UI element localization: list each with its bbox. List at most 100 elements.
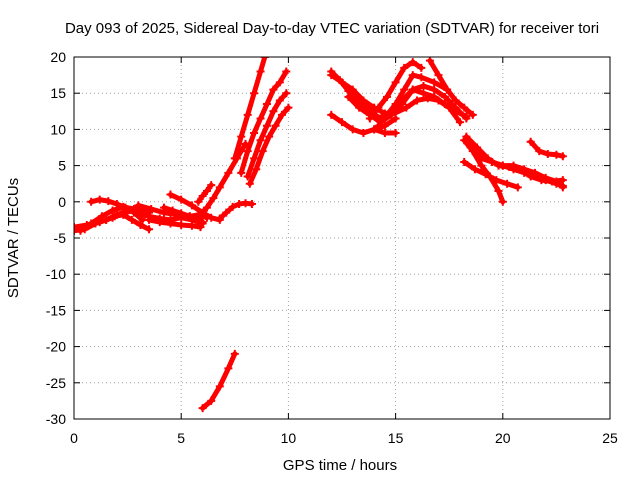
data-point — [374, 103, 383, 112]
data-point — [215, 382, 224, 391]
y-tick-label: 20 — [50, 49, 66, 65]
data-point — [198, 404, 207, 413]
data-point — [215, 183, 224, 192]
data-point — [87, 197, 96, 206]
data-point — [530, 172, 539, 181]
data-point — [265, 132, 274, 141]
data-point — [160, 203, 169, 212]
data-point — [247, 199, 256, 208]
y-tick-label: -30 — [46, 411, 66, 427]
data-point — [391, 114, 400, 123]
data-point — [460, 157, 469, 166]
data-point — [408, 85, 417, 94]
data-point — [187, 201, 196, 210]
y-tick-label: -10 — [46, 266, 66, 282]
data-point — [513, 183, 522, 192]
data-point — [250, 129, 259, 138]
data-point — [237, 132, 246, 141]
data-point — [552, 150, 561, 159]
data-point — [383, 110, 392, 119]
data-point — [256, 67, 265, 76]
data-point — [136, 220, 145, 229]
data-point — [168, 206, 177, 215]
data-point — [102, 215, 111, 224]
data-point — [230, 154, 239, 163]
data-point — [365, 114, 374, 123]
data-point — [541, 176, 550, 185]
data-point — [215, 214, 224, 223]
data-point — [110, 212, 119, 221]
data-point — [145, 225, 154, 234]
y-tick-label: -20 — [46, 339, 66, 355]
data-point — [145, 215, 154, 224]
data-point — [383, 92, 392, 101]
data-point — [419, 89, 428, 98]
data-point — [503, 179, 512, 188]
data-point — [498, 197, 507, 206]
data-point — [460, 103, 469, 112]
data-point — [425, 57, 434, 65]
data-point — [359, 96, 368, 105]
data-point — [498, 161, 507, 170]
data-point — [74, 223, 78, 232]
data-point — [269, 85, 278, 94]
data-point — [258, 147, 267, 156]
data-point — [134, 201, 143, 210]
data-point — [262, 100, 271, 109]
data-point — [338, 78, 346, 87]
data-point — [269, 107, 278, 116]
data-point — [87, 219, 96, 228]
data-point — [348, 85, 357, 94]
data-point — [338, 118, 346, 127]
data-point — [275, 96, 284, 105]
data-point — [391, 129, 400, 138]
data-point — [400, 85, 409, 94]
data-point — [408, 71, 417, 80]
data-point — [194, 197, 203, 206]
data-point — [198, 192, 207, 201]
data-point — [202, 186, 211, 195]
data-point — [391, 78, 400, 87]
data-point — [440, 100, 449, 109]
data-point — [187, 215, 196, 224]
data-point — [147, 205, 156, 214]
data-point — [451, 107, 460, 116]
data-point — [134, 208, 143, 217]
data-point — [284, 103, 293, 112]
data-point — [245, 179, 254, 188]
data-point — [166, 219, 175, 228]
data-point — [282, 89, 291, 98]
y-tick-label: 5 — [58, 158, 66, 174]
y-tick-label: -25 — [46, 375, 66, 391]
data-point — [535, 147, 544, 156]
data-point — [97, 212, 106, 221]
data-point — [526, 137, 535, 146]
data-point — [400, 63, 409, 72]
data-point — [477, 154, 486, 163]
data-point — [477, 161, 486, 170]
data-point — [468, 110, 477, 119]
data-point — [443, 85, 452, 94]
y-tick-label: 15 — [50, 85, 66, 101]
series-line-15 — [238, 69, 289, 176]
x-tick-label: 20 — [495, 430, 511, 446]
data-point — [177, 220, 186, 229]
data-point — [408, 58, 417, 67]
data-point — [462, 112, 471, 121]
y-tick-label: -15 — [46, 302, 66, 318]
data-point — [196, 210, 205, 219]
data-point — [488, 157, 497, 166]
data-point — [552, 179, 561, 188]
data-point — [127, 215, 136, 224]
data-point — [271, 121, 280, 130]
data-point — [237, 168, 246, 177]
data-point — [121, 203, 130, 212]
data-point — [359, 129, 368, 138]
data-point — [108, 206, 117, 215]
data-point — [177, 209, 186, 218]
data-point — [417, 73, 426, 82]
data-point — [228, 202, 237, 211]
data-point — [434, 71, 443, 80]
data-point — [419, 81, 428, 90]
